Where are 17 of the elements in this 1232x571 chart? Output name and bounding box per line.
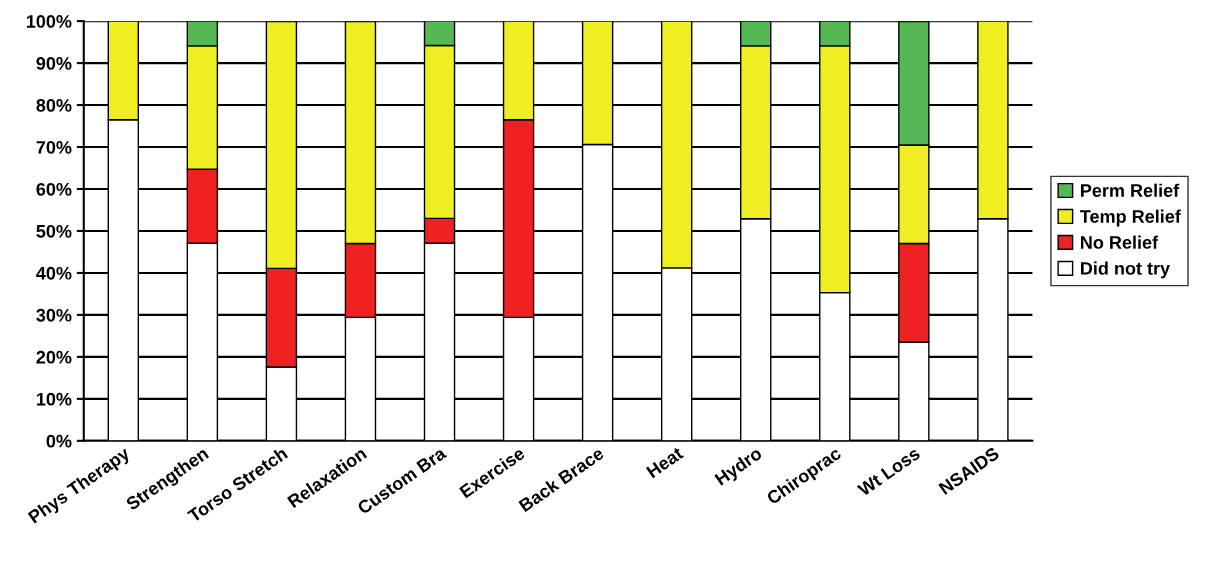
y-tick-label: 70% (36, 140, 72, 154)
y-tick-label: 0% (46, 434, 72, 448)
legend-label: Temp Relief (1080, 209, 1181, 227)
y-tick-label: 40% (36, 266, 72, 280)
y-tick-label: 100% (26, 15, 72, 28)
x-tick-label: Wt Loss (856, 446, 921, 497)
legend-label: Perm Relief (1081, 183, 1180, 197)
x-tick-label: Heat (645, 446, 685, 479)
legend-label: Did not try (1081, 261, 1170, 279)
y-tick-label: 20% (36, 350, 72, 364)
y-tick-label: 50% (36, 224, 72, 238)
y-tick-label: 10% (36, 392, 72, 406)
y-tick-label: 30% (36, 308, 72, 322)
y-tick-label: 80% (36, 99, 72, 112)
y-tick-label: 60% (36, 182, 72, 196)
legend-label: No Relief (1081, 235, 1159, 249)
y-tick-label: 90% (36, 57, 72, 70)
